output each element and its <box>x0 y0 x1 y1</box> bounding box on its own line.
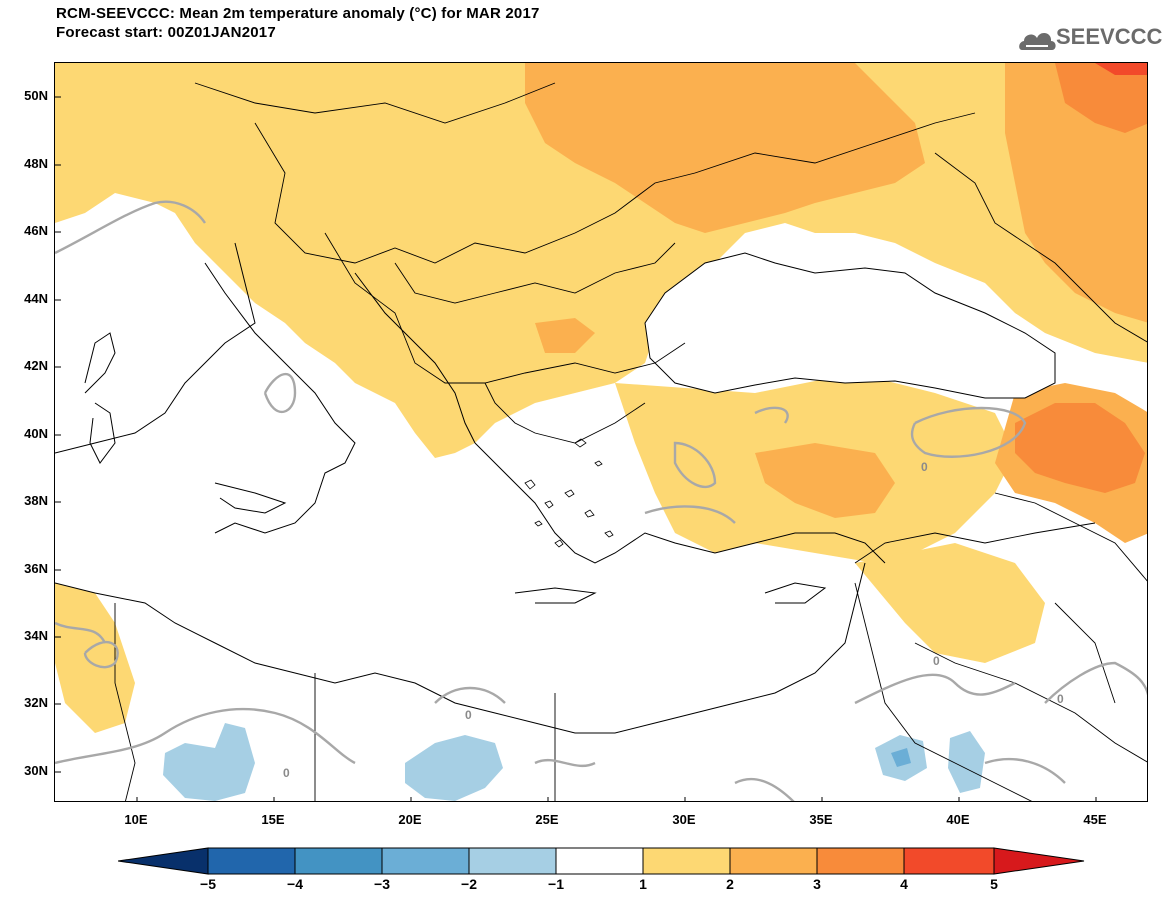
lon-label: 45E <box>1083 812 1107 827</box>
colorbar-bin <box>468 847 557 875</box>
colorbar-bin <box>381 847 470 875</box>
colorbar-bin <box>729 847 818 875</box>
black-sea <box>644 252 1056 399</box>
lon-label: 20E <box>398 812 422 827</box>
anomaly-field-2to3-ukraine <box>525 63 925 233</box>
anomaly-field-2to3-balkans <box>535 318 595 353</box>
lat-label: 36N <box>24 561 48 576</box>
anomaly-field-neg1to2-arabia-east <box>948 731 985 793</box>
anomaly-field-neg1to2-libya <box>163 723 255 801</box>
zero-contours <box>55 200 1147 801</box>
lat-label: 38N <box>24 493 48 508</box>
colorbar-label: 5 <box>990 876 998 892</box>
lat-label: 32N <box>24 695 48 710</box>
colorbar-label: −3 <box>374 876 390 892</box>
colorbar-bin <box>207 847 296 875</box>
colorbar-bin <box>555 847 644 875</box>
colorbar-bin <box>642 847 731 875</box>
anomaly-field-neg2to3-arabia <box>891 748 911 767</box>
lat-label: 30N <box>24 763 48 778</box>
colorbar-over-triangle <box>993 847 1085 875</box>
anomaly-field-4to5-north <box>1095 63 1147 75</box>
colorbar-bin <box>903 847 995 875</box>
contour-label: 0 <box>465 708 472 722</box>
anomaly-field-1to2-libya <box>55 583 135 733</box>
title-line-1: RCM-SEEVCCC: Mean 2m temperature anomaly… <box>56 5 540 22</box>
colorbar <box>118 847 1085 875</box>
contour-label: 0 <box>921 460 928 474</box>
contour-label: 0 <box>1057 692 1064 706</box>
contour-label: 0 <box>933 654 940 668</box>
colorbar-label: −2 <box>461 876 477 892</box>
lat-label: 44N <box>24 291 48 306</box>
colorbar-label: −1 <box>548 876 564 892</box>
anomaly-field-2to3-anatolia <box>755 443 895 518</box>
colorbar-label: −4 <box>287 876 303 892</box>
map-title: RCM-SEEVCCC: Mean 2m temperature anomaly… <box>56 4 540 42</box>
map-panel: 0 0 0 0 0 <box>54 62 1148 802</box>
coastlines <box>55 242 886 734</box>
lat-label: 34N <box>24 628 48 643</box>
anomaly-field-neg1to2-egypt <box>405 735 503 801</box>
lon-label: 40E <box>946 812 970 827</box>
contour-labels: 0 0 0 0 0 <box>283 460 1064 780</box>
aegean-islands <box>524 438 614 548</box>
anomaly-field-3to4-russia <box>1055 63 1147 133</box>
anomaly-map: 0 0 0 0 0 <box>55 63 1147 801</box>
colorbar-label: 1 <box>639 876 647 892</box>
lat-label: 42N <box>24 358 48 373</box>
logo-text: SEEVCCC <box>1056 24 1163 49</box>
title-line-2: Forecast start: 00Z01JAN2017 <box>56 24 276 41</box>
lon-label: 25E <box>535 812 559 827</box>
axis-ticks <box>55 96 1097 801</box>
lat-label: 40N <box>24 426 48 441</box>
lon-label: 30E <box>672 812 696 827</box>
anomaly-field-1to2-levant <box>855 543 1045 663</box>
colorbar-label: 2 <box>726 876 734 892</box>
contour-label: 0 <box>283 766 290 780</box>
colorbar-label: 3 <box>813 876 821 892</box>
country-borders <box>114 82 1147 801</box>
lon-label: 15E <box>261 812 285 827</box>
lat-label: 50N <box>24 88 48 103</box>
cloud-icon <box>1019 32 1056 50</box>
colorbar-bin <box>816 847 905 875</box>
colorbar-label: −5 <box>200 876 216 892</box>
colorbar-label: 4 <box>900 876 908 892</box>
lat-label: 46N <box>24 223 48 238</box>
lon-label: 10E <box>124 812 148 827</box>
lat-label: 48N <box>24 156 48 171</box>
lon-label: 35E <box>809 812 833 827</box>
colorbar-bin <box>294 847 383 875</box>
anomaly-field-3to4-caucasus <box>1015 403 1145 493</box>
colorbar-under-triangle <box>118 847 209 875</box>
anomaly-field-white-west <box>55 213 485 603</box>
